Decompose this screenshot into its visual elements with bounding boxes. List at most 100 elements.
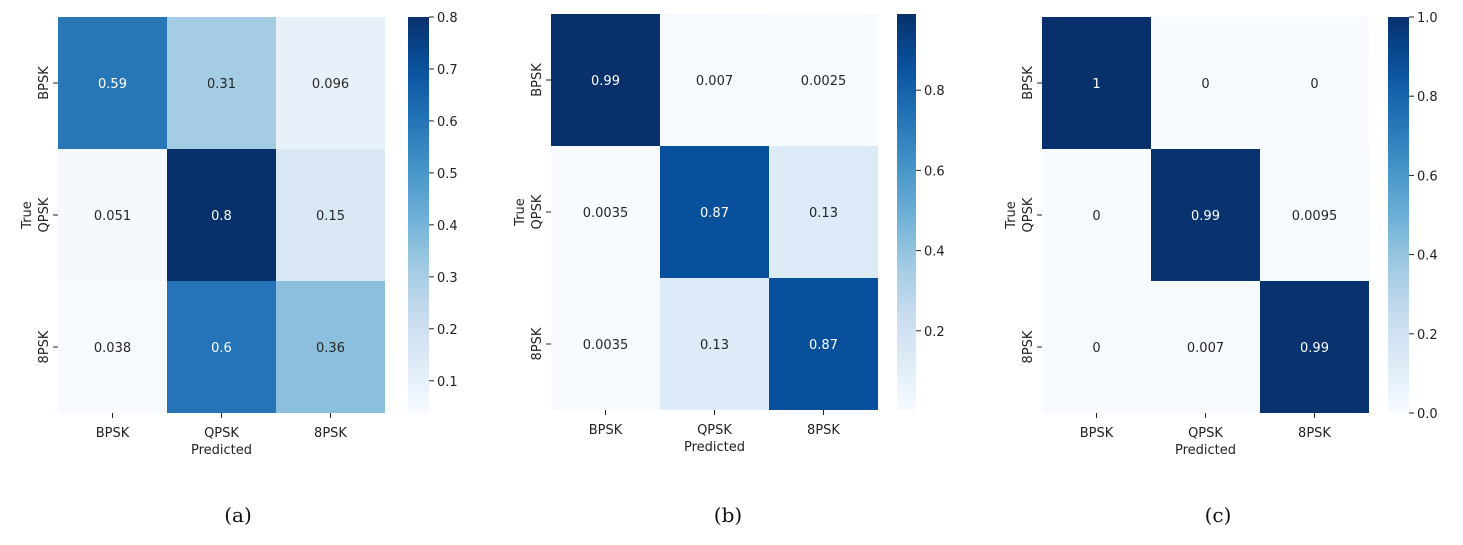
colorbar-tick-label: 0.4 [924, 245, 945, 260]
cell-value-label: 0.0095 [1292, 209, 1338, 224]
y-tick-label: QPSK [530, 194, 545, 229]
cell-value-label: 0.038 [94, 341, 131, 356]
colorbar-tick-label: 0.8 [437, 11, 458, 26]
heatmap-cell-qpsk-8psk [276, 149, 385, 281]
colorbar [1388, 17, 1409, 413]
cell-value-label: 0.0035 [583, 338, 629, 353]
y-tick-label: QPSK [37, 197, 52, 232]
x-tick-label: BPSK [589, 423, 623, 438]
cell-value-label: 0.59 [98, 77, 127, 92]
heatmap-cell-qpsk-qpsk [167, 149, 276, 281]
cell-value-label: 0.051 [94, 209, 131, 224]
cell-value-label: 0 [1310, 77, 1318, 92]
heatmap-cell-qpsk-qpsk [1151, 149, 1260, 281]
heatmap-cell-8psk-qpsk [167, 281, 276, 413]
heatmap-cell-8psk-8psk [1260, 281, 1369, 413]
colorbar [897, 14, 916, 410]
heatmap-cell-qpsk-bpsk [58, 149, 167, 281]
heatmap-cell-bpsk-qpsk [167, 17, 276, 149]
heatmap-cell-bpsk-8psk [1260, 17, 1369, 149]
cell-value-label: 0.87 [700, 206, 729, 221]
cell-value-label: 0.13 [809, 206, 838, 221]
colorbar-tick-label: 0.1 [437, 375, 458, 390]
cell-value-label: 0.99 [1191, 209, 1220, 224]
panel-caption: (c) [1205, 503, 1232, 527]
cell-value-label: 0 [1092, 341, 1100, 356]
colorbar-tick-label: 0.6 [1417, 169, 1438, 184]
cell-value-label: 0.31 [207, 77, 236, 92]
heatmap-cell-bpsk-qpsk [1151, 17, 1260, 149]
cell-value-label: 0.0025 [801, 74, 847, 89]
heatmap-cell-8psk-8psk [769, 278, 878, 410]
cell-value-label: 0 [1092, 209, 1100, 224]
cell-value-label: 0.007 [1187, 341, 1224, 356]
panel-caption: (b) [714, 503, 742, 527]
heatmap-panel-2: 0.99 0.007 0.0025 0.0035 0.87 0.13 0.0035 0.13 0… [513, 14, 945, 527]
colorbar-tick-label: 0.6 [924, 164, 945, 179]
heatmap-cell-qpsk-8psk [769, 146, 878, 278]
colorbar-tick-label: 0.8 [924, 84, 945, 99]
y-axis-label: True [20, 201, 35, 230]
colorbar-tick-label: 0.2 [437, 323, 458, 338]
heatmap-cell-8psk-bpsk [58, 281, 167, 413]
x-axis-label: Predicted [191, 443, 252, 458]
y-axis-label: True [513, 198, 528, 227]
y-axis-label: True [1004, 201, 1019, 230]
y-tick-label: BPSK [530, 63, 545, 97]
heatmap-cell-qpsk-bpsk [1042, 149, 1151, 281]
heatmap-panel-3: 1 0 0 0 0.99 0.0095 0 0.007 0.99 BPSK QPSK 8PSK BPSK… [1004, 11, 1438, 527]
x-tick-label: BPSK [96, 426, 130, 441]
cell-value-label: 0.15 [316, 209, 345, 224]
x-tick-label: 8PSK [807, 423, 840, 438]
heatmap-panel-1: 0.59 0.31 0.096 0.051 0.8 0.15 0.038 0.6 0.36 BPS… [20, 11, 458, 527]
x-axis-label: Predicted [1175, 443, 1236, 458]
cell-value-label: 0.13 [700, 338, 729, 353]
colorbar-tick-label: 0.4 [437, 219, 458, 234]
x-tick-label: 8PSK [1298, 426, 1331, 441]
cell-value-label: 0.6 [211, 341, 232, 356]
heatmap-cell-qpsk-qpsk [660, 146, 769, 278]
y-tick-label: BPSK [37, 66, 52, 100]
cell-value-label: 0.99 [1300, 341, 1329, 356]
cell-value-label: 1 [1092, 77, 1100, 92]
heatmap-cell-8psk-bpsk [551, 278, 660, 410]
colorbar-tick-label: 0.6 [437, 115, 458, 130]
cell-value-label: 0.0035 [583, 206, 629, 221]
heatmap-cell-bpsk-bpsk [1042, 17, 1151, 149]
colorbar-tick-label: 0.8 [1417, 90, 1438, 105]
y-tick-label: BPSK [1021, 66, 1036, 100]
colorbar-tick-label: 1.0 [1417, 11, 1438, 26]
heatmap-cell-bpsk-8psk [769, 14, 878, 146]
colorbar-tick-label: 0.4 [1417, 249, 1438, 264]
x-tick-label: QPSK [204, 426, 239, 441]
cell-value-label: 0.096 [312, 77, 349, 92]
heatmap-cell-bpsk-8psk [276, 17, 385, 149]
cell-value-label: 0.8 [211, 209, 232, 224]
heatmap-cell-bpsk-bpsk [58, 17, 167, 149]
colorbar-tick-label: 0.2 [924, 325, 945, 340]
heatmap-cell-8psk-8psk [276, 281, 385, 413]
y-tick-label: QPSK [1021, 197, 1036, 232]
colorbar-tick-label: 0.0 [1417, 407, 1438, 422]
heatmap-cell-8psk-qpsk [1151, 281, 1260, 413]
heatmap-cell-8psk-qpsk [660, 278, 769, 410]
y-tick-label: 8PSK [1021, 330, 1036, 363]
x-tick-label: 8PSK [314, 426, 347, 441]
colorbar-tick-label: 0.3 [437, 271, 458, 286]
colorbar [408, 17, 429, 413]
panel-caption: (a) [224, 503, 252, 527]
cell-value-label: 0.87 [809, 338, 838, 353]
cell-value-label: 0 [1201, 77, 1209, 92]
y-tick-label: 8PSK [37, 330, 52, 363]
heatmap-cell-qpsk-bpsk [551, 146, 660, 278]
heatmap-cell-8psk-bpsk [1042, 281, 1151, 413]
colorbar-tick-label: 0.5 [437, 167, 458, 182]
colorbar-tick-label: 0.7 [437, 63, 458, 78]
x-tick-label: BPSK [1080, 426, 1114, 441]
cell-value-label: 0.36 [316, 341, 345, 356]
x-axis-label: Predicted [684, 440, 745, 455]
y-tick-label: 8PSK [530, 327, 545, 360]
cell-value-label: 0.007 [696, 74, 733, 89]
x-tick-label: QPSK [697, 423, 732, 438]
